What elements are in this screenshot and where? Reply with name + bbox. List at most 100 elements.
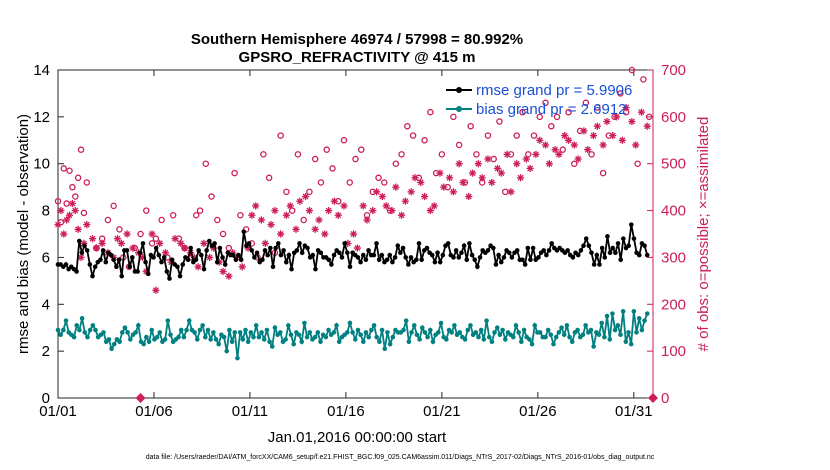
- possible-point: [83, 179, 91, 186]
- y-tick-left-label: 4: [42, 296, 50, 313]
- bias-point: [591, 344, 596, 349]
- bias-point: [334, 323, 339, 328]
- assimilated-point: [123, 230, 131, 238]
- bias-point: [149, 327, 155, 333]
- assimilated-point: [349, 230, 358, 238]
- assimilated-point: [561, 132, 569, 140]
- bias-point: [602, 334, 607, 340]
- assimilated-point: [603, 117, 611, 126]
- rmse-point: [241, 229, 247, 234]
- assimilated-point: [321, 230, 329, 238]
- rmse-point: [329, 262, 334, 267]
- series-rmse: [55, 222, 650, 281]
- rmse-point: [477, 255, 483, 260]
- bias-point: [374, 334, 380, 340]
- possible-point: [582, 99, 590, 107]
- bias-point: [363, 330, 369, 335]
- assimilated-point: [609, 132, 617, 140]
- bias-point: [157, 330, 163, 335]
- assimilated-point: [507, 188, 515, 196]
- bias-point: [639, 327, 645, 333]
- rmse-point: [188, 245, 194, 251]
- possible-point: [77, 146, 85, 153]
- rmse-point: [493, 262, 499, 267]
- rmse-point: [84, 248, 90, 253]
- possible-point: [565, 108, 572, 116]
- rmse-point: [589, 250, 594, 256]
- bias-point: [636, 316, 642, 321]
- assimilated-point: [532, 150, 540, 158]
- bias-point: [141, 341, 147, 347]
- rmse-point: [199, 252, 204, 258]
- possible-point: [283, 188, 290, 196]
- rmse-point: [506, 250, 512, 256]
- bias-point: [229, 339, 235, 345]
- rmse-point: [204, 248, 209, 253]
- bias-point: [331, 330, 337, 335]
- bias-point: [385, 330, 390, 335]
- possible-point: [542, 99, 549, 107]
- rmse-point: [313, 266, 318, 272]
- assimilated-point: [83, 221, 91, 229]
- rmse-point: [485, 248, 491, 253]
- rmse-point: [286, 252, 292, 258]
- assimilated-point: [148, 230, 156, 238]
- legend-bias-label: bias grand pr = 2.6912: [476, 101, 627, 118]
- rmse-point: [522, 262, 528, 267]
- bias-point: [444, 337, 449, 342]
- assimilated-point: [282, 211, 291, 219]
- rmse-point: [222, 262, 228, 267]
- rmse-point: [299, 250, 305, 256]
- bias-point: [361, 339, 366, 345]
- assimilated-point: [60, 230, 68, 238]
- bias-point: [347, 320, 353, 326]
- assimilated-point: [113, 235, 122, 243]
- assimilated-point: [564, 136, 573, 144]
- bias-point: [626, 330, 631, 335]
- rmse-point: [281, 248, 286, 253]
- rmse-point: [644, 252, 650, 258]
- rmse-point: [475, 264, 480, 270]
- rmse-point: [403, 255, 409, 260]
- rmse-point: [631, 236, 637, 241]
- rmse-point: [429, 252, 435, 258]
- bias-point: [181, 334, 187, 340]
- assimilated-point: [637, 108, 646, 116]
- rmse-point: [355, 255, 361, 260]
- assimilated-point: [271, 206, 279, 215]
- bias-point: [537, 330, 543, 335]
- bias-point: [82, 330, 88, 335]
- possible-point: [323, 146, 330, 153]
- bias-point: [240, 337, 246, 342]
- bias-point: [618, 332, 623, 338]
- assimilated-point: [261, 239, 269, 247]
- rmse-point: [437, 259, 443, 265]
- bias-point: [318, 339, 323, 345]
- rmse-point: [236, 252, 241, 258]
- assimilated-point: [478, 174, 486, 182]
- rmse-point: [490, 245, 496, 251]
- bias-point: [502, 337, 508, 342]
- possible-point: [265, 174, 273, 182]
- bias-point: [492, 330, 497, 335]
- rmse-point: [196, 248, 201, 253]
- assimilated-point: [359, 202, 367, 210]
- bias-point: [596, 332, 602, 338]
- bias-point: [462, 337, 468, 342]
- y-tick-left-label: 6: [42, 249, 50, 266]
- rmse-point: [549, 241, 554, 246]
- possible-point: [74, 174, 82, 182]
- possible-point: [152, 235, 160, 242]
- y-tick-left-label: 8: [42, 203, 50, 220]
- rmse-point: [570, 255, 576, 260]
- rmse-point: [127, 264, 132, 270]
- possible-point: [242, 226, 250, 233]
- possible-point: [148, 240, 156, 247]
- bias-point: [468, 323, 473, 328]
- bias-point: [256, 334, 262, 340]
- rmse-point: [238, 257, 244, 263]
- possible-point: [208, 193, 215, 200]
- possible-point: [219, 230, 227, 238]
- possible-point: [294, 151, 302, 158]
